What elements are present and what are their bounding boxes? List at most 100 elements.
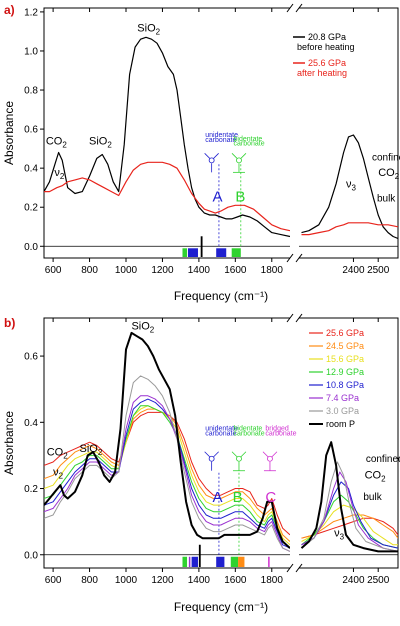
annotation-label: confined	[372, 152, 400, 163]
legend: 25.6 GPa 24.5 GPa 15.6 GPa 12.9 GPa 10.8 GPa…	[309, 328, 364, 429]
annotation-label: bidentate	[234, 136, 263, 143]
bond-icon	[231, 451, 238, 458]
series-line	[300, 441, 398, 553]
axis-break-mark	[295, 253, 303, 263]
legend-label: 25.6 GPa	[308, 58, 346, 68]
legend-label: 7.4 GPa	[326, 393, 359, 403]
y-tick-label: 1.2	[24, 7, 38, 18]
x-tick-label: 1600	[224, 575, 247, 586]
series-line	[301, 471, 398, 552]
band-marker	[230, 556, 239, 567]
x-axis-label: Frequency (cm⁻¹)	[174, 600, 268, 614]
bond-icon	[231, 153, 238, 159]
annotation-label: A	[213, 489, 223, 506]
y-tick-label: 0.0	[24, 550, 38, 561]
bond-icon	[271, 451, 278, 458]
carbonate-structure-icon	[231, 153, 247, 173]
bond-icon	[213, 451, 219, 458]
axis-break-gap	[290, 316, 299, 570]
axis-break-mark	[286, 253, 294, 263]
carbon-atom-icon	[208, 157, 215, 164]
axis-break-mark	[295, 313, 303, 323]
bond-icon	[240, 451, 247, 458]
annotation-label: bridged	[265, 426, 288, 433]
series-line	[301, 461, 398, 552]
bond-icon	[213, 153, 219, 159]
legend-label: 25.6 GPa	[326, 328, 364, 338]
carbonate-structure-icon	[231, 451, 247, 472]
legend-label: 3.0 GPa	[326, 406, 359, 416]
annotation-label: bulk	[377, 193, 396, 204]
annotation-label: B	[233, 489, 243, 506]
x-tick-label: 2400	[342, 575, 365, 586]
annotation-label: unidentate	[205, 132, 238, 139]
annotation-label: SiO2	[131, 321, 154, 335]
x-tick-label: 1800	[261, 265, 284, 276]
x-tick-label: 1800	[261, 575, 284, 586]
legend-label: room P	[326, 419, 355, 429]
annotation-label: confined	[366, 454, 400, 465]
axis-break-mark	[286, 313, 294, 323]
band-marker	[191, 556, 198, 567]
x-axis-label: Frequency (cm⁻¹)	[174, 289, 268, 303]
annotation-label: carbonate	[234, 141, 265, 148]
annotation-label: ν2	[53, 466, 64, 480]
band-marker	[238, 556, 245, 567]
y-tick-label: 0.4	[24, 418, 38, 429]
annotation-label: carbonate	[205, 137, 236, 144]
x-tick-label: 600	[45, 575, 62, 586]
annotation-label: carbonate	[205, 431, 236, 438]
band-marker	[268, 556, 270, 567]
legend-label: before heating	[297, 42, 355, 52]
y-tick-label: 0.4	[24, 164, 38, 175]
legend-label: after heating	[297, 68, 347, 78]
y-tick-label: 0.6	[24, 125, 38, 136]
plot-frame	[43, 317, 399, 569]
series-line	[44, 408, 291, 542]
y-tick-label: 0.2	[24, 203, 38, 214]
annotation-label: SiO2	[137, 22, 160, 36]
carbonate-structure-icon	[204, 153, 219, 173]
carbon-atom-icon	[208, 455, 215, 462]
y-axis-label: Absorbance	[2, 411, 16, 475]
x-tick-label: 2400	[342, 265, 365, 276]
band-marker	[182, 556, 188, 567]
carbonate-structure-icon	[262, 451, 278, 472]
series-group	[44, 36, 398, 240]
bond-icon	[262, 451, 269, 458]
y-tick-label: 0.2	[24, 484, 38, 495]
annotation-label: SiO2	[89, 136, 112, 150]
annotation-label: carbonate	[234, 431, 265, 438]
series-line	[44, 331, 291, 549]
axis-break-mark	[295, 3, 303, 13]
series-line	[301, 222, 398, 236]
plot-frame	[43, 7, 399, 259]
x-tick-label: 1000	[115, 575, 138, 586]
axis-break-mark	[286, 3, 294, 13]
annotation-label: carbonate	[265, 431, 296, 438]
series-line	[44, 161, 291, 232]
axis-break-mark	[295, 563, 303, 573]
carbonate-structure-icon	[204, 451, 219, 471]
bond-icon	[204, 451, 210, 458]
series-line	[44, 411, 291, 536]
x-tick-label: 800	[81, 575, 98, 586]
x-tick-label: 800	[81, 265, 98, 276]
annotation-label: ν3	[346, 179, 357, 193]
x-tick-label: 1600	[224, 265, 247, 276]
annotation-label: bulk	[363, 492, 382, 503]
annotation-label: SiO2	[80, 443, 103, 457]
carbon-atom-icon	[236, 455, 242, 462]
series-line	[301, 517, 398, 539]
annotation-label: A	[213, 188, 223, 205]
band-marker	[188, 556, 191, 567]
y-tick-label: 1.0	[24, 46, 38, 57]
bond-icon	[240, 153, 247, 159]
band-marker	[187, 248, 198, 257]
series-line	[44, 36, 291, 238]
panel-label: a)	[4, 3, 15, 17]
annotation-label: unidentate	[205, 426, 238, 433]
x-tick-label: 1200	[151, 265, 174, 276]
annotation-label: CO2	[47, 446, 69, 460]
